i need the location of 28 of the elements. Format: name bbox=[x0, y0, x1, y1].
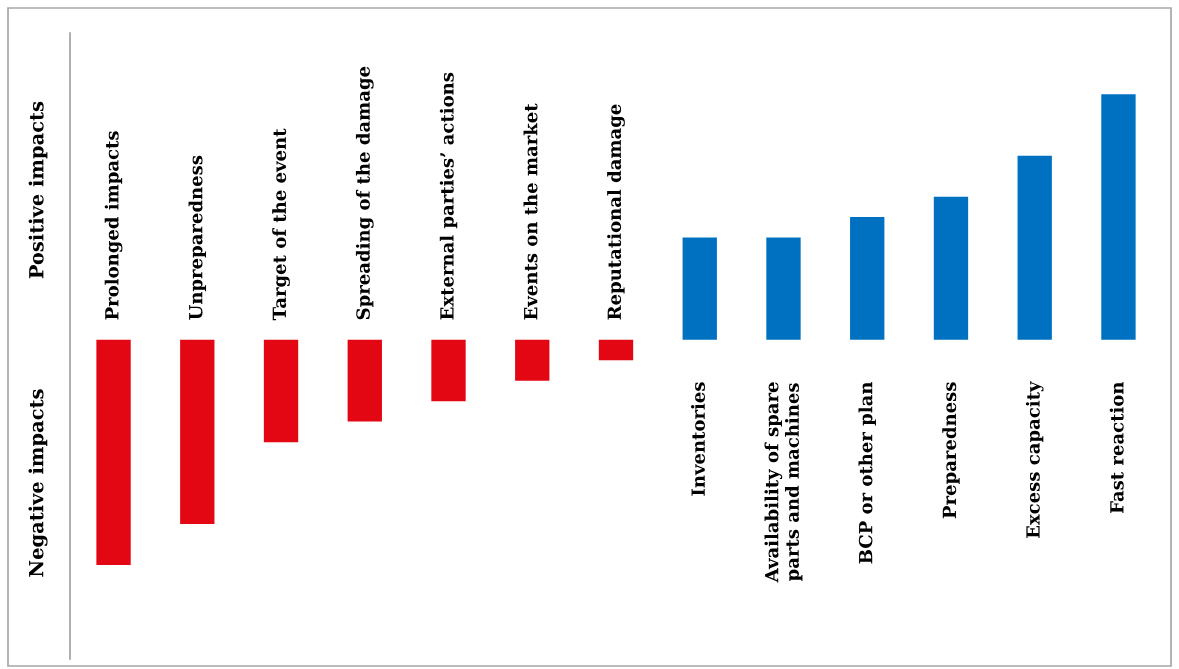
bar bbox=[933, 196, 969, 340]
x-tick-label: External parties’ actions bbox=[439, 72, 458, 320]
x-tick-label: Preparedness bbox=[942, 382, 960, 519]
x-tick-label: Events on the market bbox=[523, 103, 538, 320]
bar bbox=[766, 237, 801, 340]
text: Positive impacts bbox=[28, 101, 48, 279]
bar bbox=[1101, 94, 1136, 340]
x-tick-label: Unpreparedness bbox=[188, 155, 207, 320]
bar bbox=[96, 339, 131, 565]
bar bbox=[850, 217, 885, 340]
text: Negative impacts bbox=[28, 389, 48, 577]
x-tick-label: Prolonged impacts bbox=[104, 131, 123, 320]
bar bbox=[1017, 155, 1052, 340]
x-tick-label: Inventories bbox=[691, 382, 705, 496]
bar bbox=[598, 339, 634, 361]
x-tick-label: Excess capacity bbox=[1025, 381, 1044, 539]
bar bbox=[180, 339, 215, 524]
x-tick-label: Spreading of the damage bbox=[355, 66, 374, 320]
x-tick-label: Fast reaction bbox=[1109, 381, 1124, 514]
bar bbox=[263, 339, 299, 443]
x-tick-label: Reputational damage bbox=[607, 104, 625, 320]
bar bbox=[515, 339, 550, 381]
x-tick-label: Availability of spare parts and machines bbox=[764, 382, 803, 583]
x-tick-label: Target of the event bbox=[272, 128, 290, 321]
bar bbox=[347, 339, 382, 422]
bar bbox=[682, 237, 717, 340]
x-tick-label: BCP or other plan bbox=[858, 381, 876, 564]
bar bbox=[431, 339, 466, 402]
